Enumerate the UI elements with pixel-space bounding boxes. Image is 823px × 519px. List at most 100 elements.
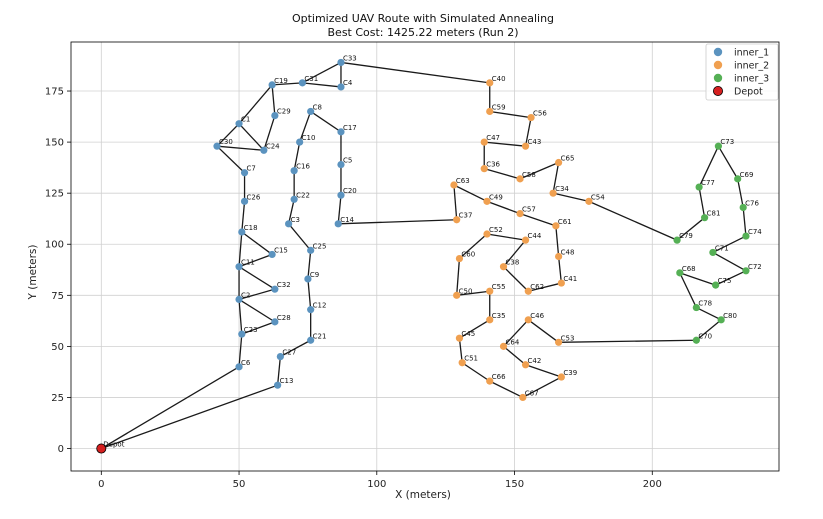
waypoint-label: C45 xyxy=(461,330,475,338)
waypoint-marker xyxy=(337,128,345,136)
waypoint-label: C23 xyxy=(244,326,258,334)
waypoint-label: C58 xyxy=(522,171,536,179)
waypoint-marker xyxy=(676,269,684,277)
waypoint-label: C47 xyxy=(486,134,500,142)
waypoint-marker xyxy=(276,353,284,361)
waypoint-label: C74 xyxy=(748,228,762,236)
route-segment xyxy=(337,195,342,224)
y-tick-label: 125 xyxy=(45,189,64,200)
waypoint-label: C71 xyxy=(715,244,729,252)
waypoint-label: C16 xyxy=(296,163,310,171)
waypoint-marker xyxy=(213,142,221,150)
waypoint-marker xyxy=(486,316,494,324)
route-segment xyxy=(484,168,521,180)
waypoint-marker xyxy=(455,254,464,263)
y-axis-label: Y (meters) xyxy=(27,245,39,301)
waypoint-label: C68 xyxy=(682,265,696,273)
route-segment xyxy=(459,319,491,339)
waypoint-marker xyxy=(235,295,243,303)
waypoint-marker xyxy=(238,228,246,236)
route-segment xyxy=(238,334,243,367)
waypoint-marker xyxy=(527,113,535,122)
waypoint-label: C56 xyxy=(533,110,547,118)
waypoint-label: C17 xyxy=(343,124,357,132)
axis-ticks: 0 50 100 150 200 0 25 50 75 100 125 150 175 xyxy=(45,87,662,490)
route-segment xyxy=(293,141,301,171)
route-segment xyxy=(299,111,312,143)
waypoint-label: C30 xyxy=(219,138,233,146)
waypoint-marker xyxy=(483,197,491,205)
route-segment xyxy=(101,384,278,450)
route-segment xyxy=(456,258,461,296)
waypoint-label: C63 xyxy=(456,177,470,185)
waypoint-label: C48 xyxy=(561,249,575,257)
waypoint-marker xyxy=(555,158,563,167)
waypoint-marker xyxy=(240,197,249,205)
route-segment xyxy=(459,233,488,260)
route-segment xyxy=(302,82,342,88)
waypoint-marker xyxy=(692,336,700,344)
waypoint-label: C52 xyxy=(489,226,503,234)
route-segment xyxy=(340,61,490,84)
legend-label-inner-1: inner_1 xyxy=(734,48,769,59)
waypoint-label: C34 xyxy=(555,185,569,193)
route-segment xyxy=(486,200,521,215)
waypoint-label: C62 xyxy=(530,283,544,291)
waypoint-label: C8 xyxy=(313,103,322,111)
route-segment xyxy=(555,225,560,257)
route-segment xyxy=(280,339,311,358)
waypoint-marker xyxy=(238,330,246,338)
waypoint-marker xyxy=(516,210,524,218)
route-segment xyxy=(288,199,295,224)
legend-marker-depot xyxy=(713,86,724,97)
route-segment xyxy=(238,298,276,323)
waypoint-label: C42 xyxy=(528,357,542,365)
waypoint-label: C15 xyxy=(274,246,288,254)
legend-label-depot: Depot xyxy=(734,87,763,98)
waypoint-label: C6 xyxy=(241,359,251,367)
route-segment xyxy=(679,272,716,286)
waypoint-marker xyxy=(555,252,563,261)
waypoint-marker xyxy=(717,316,725,324)
waypoint-marker xyxy=(290,167,298,175)
waypoint-marker xyxy=(304,275,312,283)
route-segment xyxy=(712,251,747,272)
waypoint-label: C19 xyxy=(274,77,288,85)
waypoint-marker xyxy=(499,342,508,350)
waypoint-label: C31 xyxy=(304,75,318,83)
waypoint-label: C13 xyxy=(280,377,294,385)
y-tick-label: 50 xyxy=(51,342,64,353)
waypoint-label: C35 xyxy=(492,312,506,320)
legend-label-inner-3: inner_3 xyxy=(734,74,769,85)
waypoint-marker xyxy=(712,281,720,289)
route-segment xyxy=(552,162,560,194)
y-tick-label: 175 xyxy=(45,87,64,98)
route-segment xyxy=(698,186,706,218)
route-segment xyxy=(100,366,240,450)
x-tick-label: 150 xyxy=(505,479,524,490)
waypoint-label: C65 xyxy=(561,155,575,163)
route-segment xyxy=(276,356,282,386)
waypoint-label: C37 xyxy=(459,212,473,220)
waypoint-marker xyxy=(453,291,461,299)
waypoint-marker xyxy=(521,236,530,244)
x-tick-label: 50 xyxy=(233,479,246,490)
legend-marker-inner-3 xyxy=(713,73,723,83)
x-tick-label: 200 xyxy=(643,479,662,490)
waypoint-label: C72 xyxy=(748,263,762,271)
waypoint-label: C78 xyxy=(698,300,712,308)
route-segment xyxy=(588,200,678,241)
route-segment xyxy=(238,123,265,151)
route-segment xyxy=(238,299,243,335)
waypoint-label: C54 xyxy=(591,193,605,201)
waypoint-label: C36 xyxy=(486,161,500,169)
waypoint-label: C27 xyxy=(282,349,296,357)
route-segment xyxy=(712,235,747,253)
waypoint-marker xyxy=(268,81,276,89)
waypoint-marker xyxy=(521,361,530,369)
route-segment xyxy=(522,376,562,399)
route-segment xyxy=(453,184,458,220)
waypoint-marker xyxy=(486,377,494,385)
waypoint-label: C1 xyxy=(241,116,250,124)
waypoint-marker xyxy=(285,220,293,228)
